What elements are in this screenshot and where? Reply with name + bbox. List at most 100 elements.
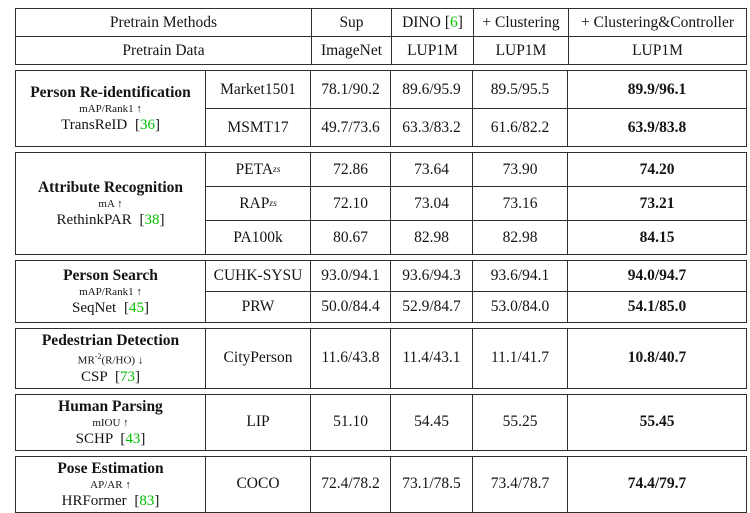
value-cell: 54.45 [390,394,472,450]
citation-number: 45 [128,300,144,316]
task-metric: mA ↑ [98,198,123,210]
value-cell: 63.3/83.2 [390,109,472,146]
task-title: Pose Estimation [57,459,164,477]
value-cell: 72.4/78.2 [310,456,390,512]
task-cell: Attribute Recognition mA ↑ RethinkPAR [3… [16,153,206,254]
task-model: RethinkPAR [38] [56,211,164,229]
best-value-cell: 74.4/79.7 [567,456,746,512]
value-cell: 11.4/43.1 [390,329,472,388]
task-metric: MR-2(R/HO) ↓ [78,350,144,368]
task-title: Pedestrian Detection [41,332,180,349]
dataset-name: CityPerson [223,349,293,367]
model-name: RethinkPAR [56,212,132,228]
table-row: PA100k 80.67 82.98 82.98 84.15 [206,220,746,254]
pretrain-data-row: Pretrain Data ImageNet LUP1M LUP1M LUP1M [16,36,746,64]
method-clustering-controller: + Clustering&Controller [568,9,746,36]
value-cell: 73.16 [472,187,567,220]
value-cell: 82.98 [472,221,567,254]
dataset-cell: PETA zs [235,160,281,178]
citation-bracket: ] [134,368,140,385]
section-person-reid: Person Re-identification mAP/Rank1 ↑ Tra… [15,70,747,147]
task-model: SCHP [43] [76,430,146,448]
section-person-search: Person Search mAP/Rank1 ↑ SeqNet [45] CU… [15,260,747,323]
dataset-name: RAP [239,194,270,212]
best-value-cell: 89.9/96.1 [567,71,746,108]
model-name: HRFormer [61,492,127,509]
dataset-cell: PA100k [206,221,310,254]
task-metric: mAP/Rank1 ↑ [79,286,142,298]
task-model: CSP [73] [81,368,140,386]
value-cell: 61.6/82.2 [472,109,567,146]
value-cell: 89.6/95.9 [390,71,472,108]
value-cell: 78.1/90.2 [310,71,390,108]
citation-bracket: ] [159,212,165,228]
dataset-name: PA100k [233,228,283,246]
citation-number: 38 [144,212,160,228]
value-cell: 82.98 [390,221,472,254]
citation-number: 73 [119,368,135,385]
table-row: LIP 51.10 54.45 55.25 55.45 [206,394,746,450]
dataset-name: PRW [241,298,275,315]
model-name: CSP [81,368,108,385]
metric-text: MR [77,354,95,367]
task-cell: Person Re-identification mAP/Rank1 ↑ Tra… [16,71,206,146]
model-name: SCHP [75,430,113,447]
citation-bracket: [ [123,300,129,316]
task-model: SeqNet [45] [72,299,149,317]
value-cell: 53.0/84.0 [472,292,567,322]
citation-bracket: [ [120,430,126,447]
citation: [38] [140,212,165,228]
task-metric: AP/AR ↑ [90,478,131,491]
citation-bracket: ] [154,117,160,133]
pretrain-data-cell: LUP1M [473,37,568,64]
method-sup: Sup [311,9,391,36]
dataset-name: COCO [236,475,280,493]
citation-bracket: [ [114,368,120,385]
value-cell: 72.10 [310,187,390,220]
citation: [83] [134,493,159,509]
citation-bracket: [ [134,492,140,509]
dataset-cell: MSMT17 [206,109,310,146]
task-cell: Pose Estimation AP/AR ↑ HRFormer [83] [16,456,206,512]
citation: [43] [120,431,145,447]
table-row: PETA zs 72.86 73.64 73.90 74.20 [206,153,746,186]
task-title: Person Re-identification [30,84,191,101]
dataset-cell: Market1501 [206,71,310,108]
section-pose-estimation: Pose Estimation AP/AR ↑ HRFormer [83] CO… [15,455,747,513]
dataset-name: LIP [246,413,270,431]
dataset-cell: CityPerson [206,329,310,388]
value-cell: 93.0/94.1 [310,261,390,291]
citation-number: 6 [450,13,458,31]
citation-bracket: [ [444,13,450,31]
section-attribute-recognition: Attribute Recognition mA ↑ RethinkPAR [3… [15,152,747,255]
task-cell: Person Search mAP/Rank1 ↑ SeqNet [45] [16,261,206,322]
results-table: Pretrain Methods Sup DINO [6] + Clusteri… [15,8,747,513]
value-cell: 51.10 [310,394,390,450]
value-cell: 52.9/84.7 [390,292,472,322]
task-metric: mIOU ↑ [92,416,129,429]
method-dino: DINO [6] [391,9,473,36]
dataset-name: PETA [235,160,274,178]
dataset-name: CUHK-SYSU [213,267,303,284]
pretrain-data-cell: LUP1M [391,37,473,64]
section-human-parsing: Human Parsing mIOU ↑ SCHP [43] LIP 51.10… [15,393,747,451]
value-cell: 80.67 [310,221,390,254]
value-cell: 93.6/94.3 [390,261,472,291]
method-clustering: + Clustering [473,9,568,36]
best-value-cell: 94.0/94.7 [567,261,746,291]
task-metric: mAP/Rank1 ↑ [79,103,142,115]
best-value-cell: 55.45 [567,394,746,450]
table-row: CityPerson 11.6/43.8 11.4/43.1 11.1/41.7… [206,329,746,388]
model-name: SeqNet [72,300,117,316]
value-cell: 73.4/78.7 [472,456,567,512]
dataset-cell: CUHK-SYSU [206,261,310,291]
value-cell: 89.5/95.5 [472,71,567,108]
pretrain-methods-label: Pretrain Methods [109,13,218,31]
citation-number: 43 [125,430,141,447]
table-row: COCO 72.4/78.2 73.1/78.5 73.4/78.7 74.4/… [206,456,746,512]
pretrain-methods-row: Pretrain Methods Sup DINO [6] + Clusteri… [16,9,746,36]
table-row: RAP zs 72.10 73.04 73.16 73.21 [206,186,746,220]
task-title: Person Search [63,267,158,284]
best-value-cell: 54.1/85.0 [567,292,746,322]
metric-text: (R/HO) ↓ [101,354,144,367]
